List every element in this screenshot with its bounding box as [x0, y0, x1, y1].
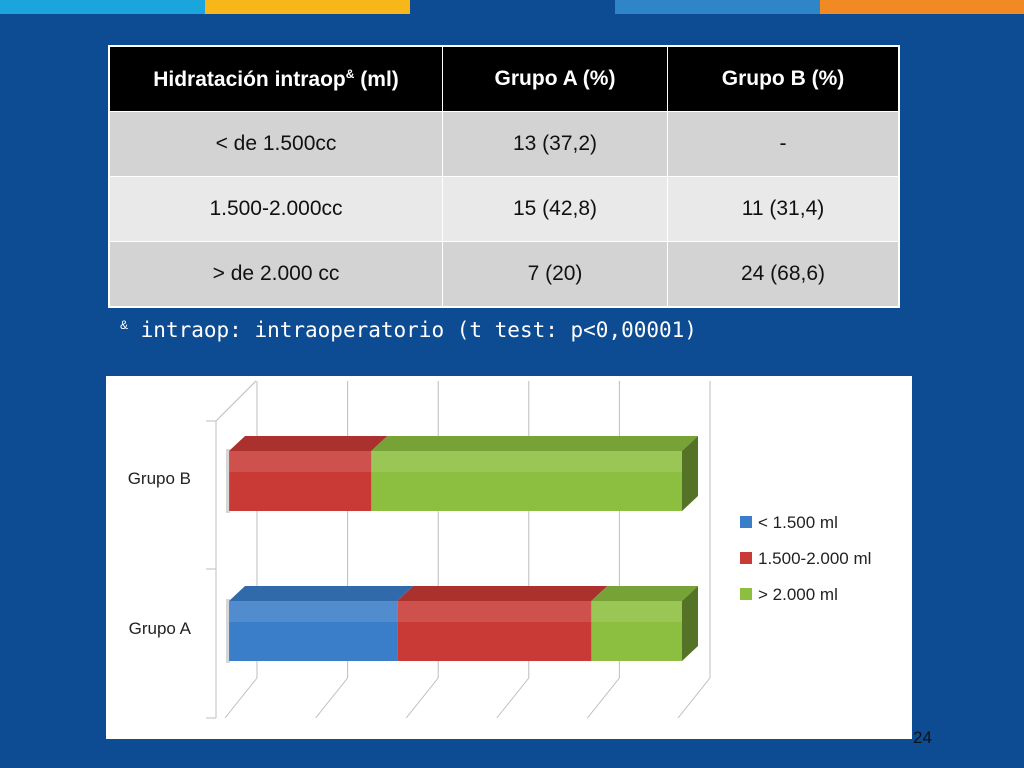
bar-highlight [371, 451, 682, 472]
table-row: < de 1.500cc 13 (37,2) - [108, 111, 900, 177]
top-bar-segment-4 [615, 0, 820, 14]
table-row: 1.500-2.000cc 15 (42,8) 11 (31,4) [108, 176, 900, 242]
legend-label: < 1.500 ml [758, 513, 838, 532]
bar-highlight [397, 601, 592, 622]
bar-highlight [591, 601, 682, 622]
bar-top [229, 436, 388, 451]
table-cell: 7 (20) [442, 241, 668, 308]
footnote-text: intraop: intraoperatorio (t test: p<0,00… [128, 318, 697, 342]
header-hydration-label: Hidratación intraop [153, 67, 346, 91]
header-hydration: Hidratación intraop& (ml) [108, 45, 443, 112]
bar-side [682, 436, 698, 511]
top-bar-segment-3 [410, 0, 615, 14]
table-cell: 11 (31,4) [667, 176, 900, 242]
table-cell: < de 1.500cc [108, 111, 443, 177]
stacked-bar-chart: Grupo A Grupo B < 1.500 ml 1.500-2.000 ml > … [128, 380, 871, 719]
bar-segment [371, 451, 682, 511]
y-axis-depth [215, 380, 257, 422]
table-cell: 13 (37,2) [442, 111, 668, 177]
gridline-floor [224, 677, 258, 719]
bar-side [682, 586, 698, 661]
bar-segment [397, 601, 592, 661]
header-grupo-b: Grupo B (%) [667, 45, 900, 112]
header-grupo-a: Grupo A (%) [442, 45, 668, 112]
bar-left-shadow [226, 449, 230, 513]
gridline-floor [405, 677, 439, 719]
table-cell: 24 (68,6) [667, 241, 900, 308]
legend-swatch [740, 552, 752, 564]
legend-swatch [740, 516, 752, 528]
table-cell: - [667, 111, 900, 177]
legend-label: 1.500-2.000 ml [758, 549, 871, 568]
bar-top [229, 586, 414, 601]
top-bar-segment-5 [820, 0, 1024, 14]
table-cell: > de 2.000 cc [108, 241, 443, 308]
bar-highlight [229, 601, 398, 622]
gridline-floor [587, 677, 620, 719]
table-header-row: Hidratación intraop& (ml) Grupo A (%) Gr… [108, 45, 900, 112]
gridline-floor [677, 677, 711, 719]
bar-top [591, 586, 698, 601]
hydration-table: Hidratación intraop& (ml) Grupo A (%) Gr… [108, 45, 900, 308]
top-bar-segment-1 [0, 0, 205, 14]
top-bar-segment-2 [205, 0, 410, 14]
bar-segment [229, 601, 398, 661]
legend-label: > 2.000 ml [758, 585, 838, 604]
page-number: 24 [913, 728, 932, 747]
bar-top [397, 586, 608, 601]
category-label: Grupo A [129, 619, 192, 638]
table-cell: 1.500-2.000cc [108, 176, 443, 242]
category-label: Grupo B [128, 469, 191, 488]
bar-segment [229, 451, 372, 511]
bar-segment [591, 601, 682, 661]
chart-panel: Grupo A Grupo B < 1.500 ml 1.500-2.000 ml > … [106, 376, 912, 739]
table-cell: 15 (42,8) [442, 176, 668, 242]
legend-swatch [740, 588, 752, 600]
header-hydration-unit: (ml) [354, 67, 399, 91]
header-hydration-sup: & [345, 66, 355, 81]
gridline-floor [496, 677, 530, 719]
bar-left-shadow [226, 599, 230, 663]
bar-highlight [229, 451, 372, 472]
table-row: > de 2.000 cc 7 (20) 24 (68,6) [108, 241, 900, 308]
gridline-floor [315, 677, 348, 719]
footnote: & intraop: intraoperatorio (t test: p<0,… [120, 318, 697, 342]
footnote-sup: & [120, 318, 129, 332]
bar-top [371, 436, 698, 451]
